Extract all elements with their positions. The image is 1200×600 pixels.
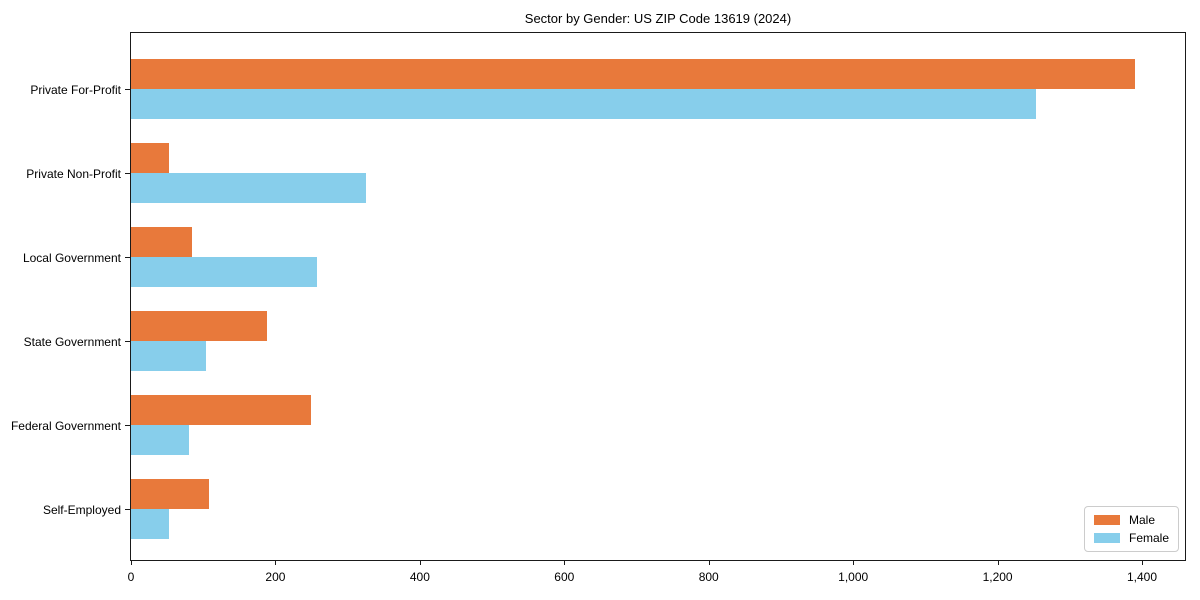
x-axis-label: 600: [554, 570, 575, 584]
x-axis-label: 200: [265, 570, 286, 584]
legend: Male Female: [1083, 506, 1179, 552]
y-axis-tick: [125, 89, 130, 90]
female-bar-6: [131, 509, 169, 539]
y-axis-tick: [125, 257, 130, 258]
y-axis-label: Private For-Profit: [30, 83, 121, 97]
male-bar-5: [131, 395, 311, 425]
chart-title: Sector by Gender: US ZIP Code 13619 (202…: [524, 11, 792, 26]
x-axis-tick: [708, 561, 710, 565]
x-axis-label: 1,000: [838, 570, 869, 584]
x-axis-tick: [853, 561, 855, 565]
legend-label-male: Male: [1128, 513, 1155, 527]
x-axis-label: 1,400: [1127, 570, 1158, 584]
y-axis-tick: [125, 509, 130, 510]
y-axis-tick: [125, 425, 130, 426]
female-bar-4: [131, 341, 207, 371]
male-bar-6: [131, 479, 209, 509]
legend-swatch-male: [1093, 515, 1120, 525]
legend-swatch-female: [1093, 533, 1120, 543]
x-axis-label: 800: [698, 570, 719, 584]
x-axis-tick: [419, 561, 421, 565]
y-axis-label: Self-Employed: [42, 503, 121, 517]
y-axis-label: Local Government: [22, 251, 121, 265]
x-axis-tick: [131, 561, 132, 565]
x-axis-tick: [1142, 561, 1144, 565]
female-bar-2: [131, 173, 366, 203]
male-bar-1: [131, 59, 1135, 89]
legend-entry-female: Female: [1093, 531, 1169, 545]
male-bar-2: [131, 143, 169, 173]
female-bar-5: [131, 425, 189, 455]
female-bar-3: [131, 257, 318, 287]
male-bar-4: [131, 311, 267, 341]
female-bar-1: [131, 89, 1036, 119]
y-axis-tick: [125, 173, 130, 174]
x-axis-tick: [997, 561, 999, 565]
y-axis-tick: [125, 341, 130, 342]
y-axis-label: Federal Government: [10, 419, 121, 433]
y-axis-label: State Government: [23, 335, 121, 349]
plot-area: Private For-Profit Private Non-Profit Loca…: [11, 32, 1186, 584]
x-axis-tick: [564, 561, 566, 565]
x-axis-label: 400: [409, 570, 430, 584]
legend-label-female: Female: [1128, 531, 1169, 545]
x-axis-label: 1,200: [982, 570, 1013, 584]
x-axis-tick: [275, 561, 277, 565]
legend-entry-male: Male: [1093, 513, 1169, 527]
y-axis-label: Private Non-Profit: [26, 167, 121, 181]
male-bar-3: [131, 227, 193, 257]
x-axis-label: 0: [127, 570, 135, 584]
